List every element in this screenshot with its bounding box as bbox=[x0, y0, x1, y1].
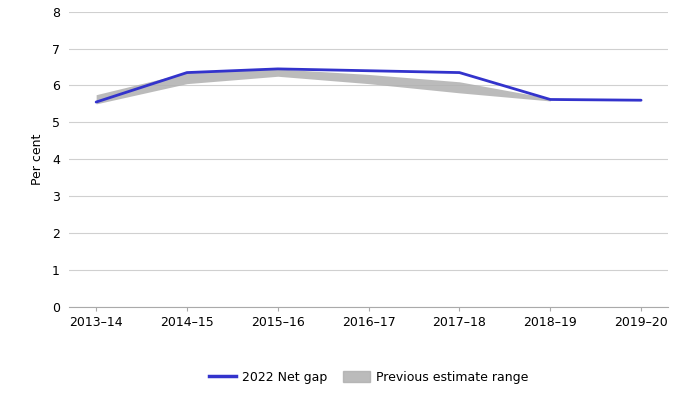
Y-axis label: Per cent: Per cent bbox=[30, 134, 43, 185]
Legend: 2022 Net gap, Previous estimate range: 2022 Net gap, Previous estimate range bbox=[203, 366, 534, 389]
